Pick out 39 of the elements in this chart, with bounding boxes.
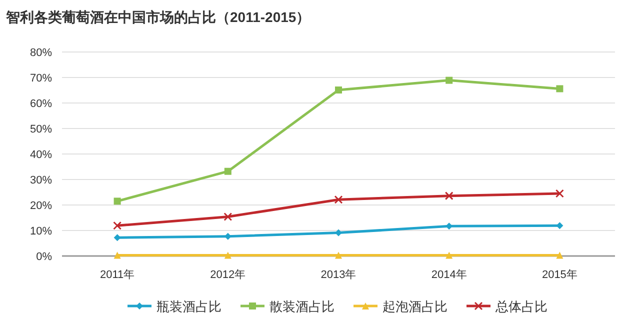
- y-tick-label: 30%: [30, 174, 52, 186]
- point: [335, 229, 342, 236]
- legend-label: 瓶装酒占比: [156, 299, 222, 314]
- point: [114, 234, 121, 242]
- point: [556, 222, 564, 230]
- x-tick-label: 2014年: [431, 269, 467, 281]
- point: [446, 252, 453, 259]
- point: [556, 85, 564, 92]
- point: [114, 252, 121, 259]
- y-tick-label: 50%: [30, 124, 52, 136]
- point: [446, 222, 453, 230]
- y-tick-label: 70%: [30, 72, 52, 84]
- point: [224, 252, 232, 259]
- y-tick-label: 80%: [30, 47, 52, 59]
- y-tick-label: 20%: [30, 200, 52, 212]
- x-tick-label: 2015年: [542, 269, 578, 281]
- chart-title: 智利各类葡萄酒在中国市场的占比（2011-2015）: [5, 9, 310, 25]
- legend-label: 起泡酒占比: [382, 299, 448, 314]
- point: [224, 212, 232, 221]
- point: [224, 168, 232, 175]
- point: [335, 252, 342, 259]
- point: [113, 221, 122, 230]
- point: [444, 192, 454, 200]
- point: [446, 76, 453, 84]
- point: [334, 195, 343, 204]
- point: [555, 189, 564, 198]
- x-tick-label: 2012年: [210, 269, 246, 281]
- x-tick-label: 2013年: [320, 269, 356, 281]
- x-tick-label: 2011年: [100, 269, 135, 281]
- point: [114, 198, 121, 205]
- point: [335, 86, 342, 94]
- y-tick-label: 0%: [36, 251, 52, 263]
- legend-label: 散装酒占比: [270, 299, 334, 314]
- legend-label: 总体占比: [494, 299, 548, 314]
- y-tick-label: 60%: [30, 98, 52, 110]
- point: [556, 252, 564, 259]
- y-tick-label: 40%: [30, 149, 52, 161]
- y-tick-label: 10%: [30, 226, 52, 238]
- point: [224, 232, 232, 240]
